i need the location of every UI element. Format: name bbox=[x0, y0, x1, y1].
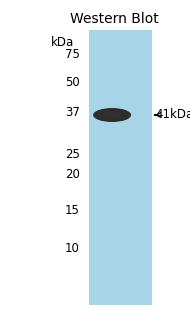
Ellipse shape bbox=[93, 108, 131, 122]
Bar bbox=[89, 30, 152, 305]
Text: 20: 20 bbox=[65, 168, 80, 181]
Text: 37: 37 bbox=[65, 105, 80, 118]
Text: 75: 75 bbox=[65, 49, 80, 61]
Text: 15: 15 bbox=[65, 204, 80, 217]
Text: kDa: kDa bbox=[51, 36, 74, 49]
Text: 41kDa: 41kDa bbox=[156, 108, 190, 121]
Text: 50: 50 bbox=[65, 75, 80, 88]
Text: Western Blot: Western Blot bbox=[70, 12, 158, 26]
Text: 25: 25 bbox=[65, 149, 80, 162]
Ellipse shape bbox=[99, 111, 121, 119]
Text: 10: 10 bbox=[65, 242, 80, 255]
